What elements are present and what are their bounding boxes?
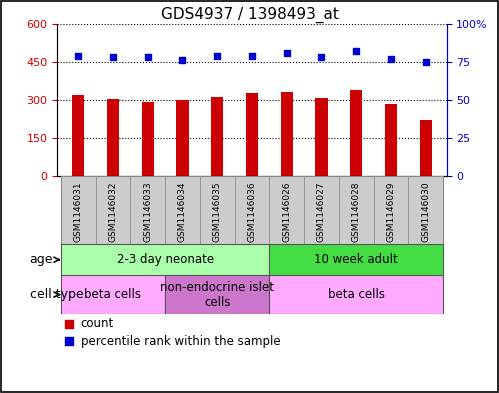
Bar <box>107 99 119 176</box>
Bar <box>211 97 224 176</box>
Text: GSM1146026: GSM1146026 <box>282 182 291 242</box>
Bar <box>235 176 269 244</box>
Bar <box>385 104 397 176</box>
Bar <box>280 92 293 176</box>
Text: GSM1146031: GSM1146031 <box>74 182 83 242</box>
Text: non-endocrine islet
cells: non-endocrine islet cells <box>160 281 274 309</box>
Bar <box>61 244 269 275</box>
Point <box>213 52 221 59</box>
Text: GSM1146032: GSM1146032 <box>108 182 117 242</box>
Bar <box>315 98 327 176</box>
Bar <box>130 176 165 244</box>
Text: GSM1146036: GSM1146036 <box>248 182 256 242</box>
Text: percentile rank within the sample: percentile rank within the sample <box>81 334 280 347</box>
Text: GSM1146034: GSM1146034 <box>178 182 187 242</box>
Point <box>109 54 117 60</box>
Bar <box>142 102 154 176</box>
Point <box>283 50 291 56</box>
Text: GSM1146027: GSM1146027 <box>317 182 326 242</box>
Text: beta cells: beta cells <box>328 288 385 301</box>
Bar <box>61 275 165 314</box>
Text: GSM1146030: GSM1146030 <box>421 182 430 242</box>
Bar <box>269 275 443 314</box>
Bar <box>72 95 84 176</box>
Text: GDS4937 / 1398493_at: GDS4937 / 1398493_at <box>161 7 338 23</box>
Bar <box>350 90 362 176</box>
Bar <box>165 275 269 314</box>
Point <box>248 52 256 59</box>
Point <box>74 52 82 59</box>
Point <box>352 48 360 54</box>
Bar <box>96 176 130 244</box>
Text: 2-3 day neonate: 2-3 day neonate <box>117 253 214 266</box>
Bar <box>177 100 189 176</box>
Bar <box>200 176 235 244</box>
Bar <box>165 176 200 244</box>
Bar <box>420 120 432 176</box>
Text: cell type: cell type <box>29 288 83 301</box>
Text: count: count <box>81 317 114 330</box>
Bar <box>408 176 443 244</box>
Text: 10 week adult: 10 week adult <box>314 253 398 266</box>
Text: GSM1146028: GSM1146028 <box>352 182 361 242</box>
Bar <box>339 176 374 244</box>
Point <box>317 54 325 60</box>
Point <box>387 55 395 62</box>
Point <box>144 54 152 60</box>
Bar <box>269 244 443 275</box>
Point <box>422 59 430 65</box>
Point <box>65 321 73 327</box>
Text: GSM1146035: GSM1146035 <box>213 182 222 242</box>
Point <box>65 338 73 344</box>
Bar <box>61 176 96 244</box>
Bar <box>304 176 339 244</box>
Text: beta cells: beta cells <box>84 288 142 301</box>
Point <box>179 57 187 63</box>
Bar <box>374 176 408 244</box>
Bar <box>246 94 258 176</box>
Text: GSM1146033: GSM1146033 <box>143 182 152 242</box>
Text: GSM1146029: GSM1146029 <box>387 182 396 242</box>
Bar <box>269 176 304 244</box>
Text: age: age <box>29 253 59 266</box>
